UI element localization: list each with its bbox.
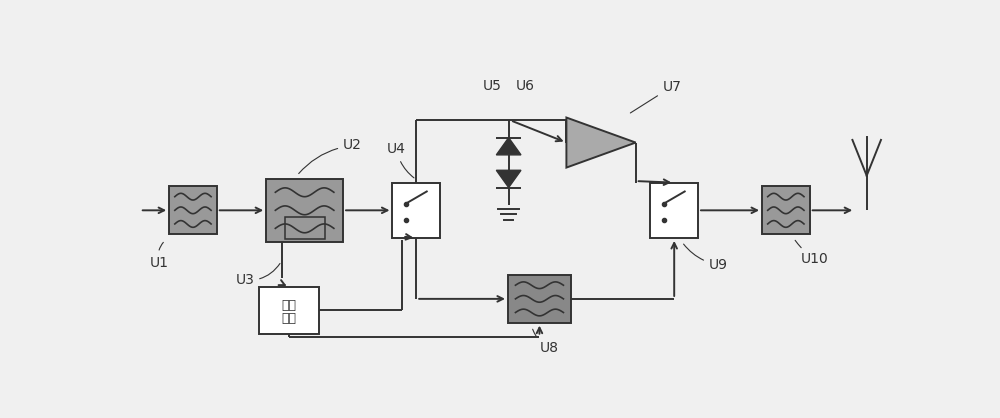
Bar — [650, 183, 698, 238]
Polygon shape — [566, 117, 636, 168]
Text: U4: U4 — [387, 143, 414, 178]
Text: U10: U10 — [795, 240, 829, 266]
Text: 功率: 功率 — [282, 298, 297, 311]
Bar — [266, 179, 343, 242]
Bar — [169, 186, 217, 234]
Text: U9: U9 — [684, 244, 728, 272]
Text: U5: U5 — [482, 79, 501, 93]
Text: U6: U6 — [516, 79, 535, 93]
Polygon shape — [496, 138, 521, 155]
Text: U2: U2 — [299, 138, 362, 173]
Bar — [508, 275, 571, 323]
Text: U8: U8 — [533, 329, 558, 355]
Text: 检测: 检测 — [282, 312, 297, 325]
Text: U1: U1 — [150, 242, 169, 270]
Text: U3: U3 — [235, 263, 280, 287]
Bar — [392, 183, 440, 238]
Bar — [285, 217, 325, 239]
Bar — [259, 287, 319, 334]
Polygon shape — [496, 170, 521, 188]
Bar — [762, 186, 810, 234]
Text: U7: U7 — [630, 79, 682, 113]
